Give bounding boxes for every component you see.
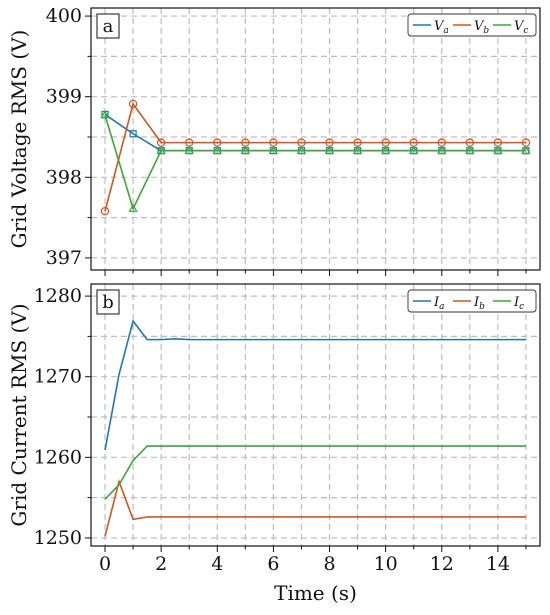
panel-tag-label: b [102, 292, 114, 313]
y-tick-label: 1280 [34, 285, 82, 307]
x-tick-label: 4 [211, 553, 223, 575]
series-line-va [105, 114, 526, 150]
y-tick-label: 397 [46, 247, 82, 269]
series-group [101, 100, 529, 214]
x-tick-label: 2 [155, 553, 167, 575]
x-tick-label: 14 [486, 553, 510, 575]
panel-a: 397 398 399 400 Grid Voltage RMS (V) a Va Vb Vc [7, 5, 540, 276]
plot-frame [91, 284, 540, 546]
series-line-ic [105, 446, 526, 499]
y-tick-label: 400 [46, 5, 82, 27]
series-line-vb [105, 104, 526, 211]
x-tick-label: 8 [323, 553, 335, 575]
x-tick-label: 0 [99, 553, 111, 575]
x-tick-label: 10 [374, 553, 398, 575]
y-tick-label: 1270 [34, 366, 82, 388]
grid [91, 284, 540, 546]
legend: Ia Ib Ic [408, 290, 536, 312]
x-axis-label: Time (s) [274, 581, 357, 605]
y-tick-label: 399 [46, 86, 82, 108]
x-tick-label: 6 [267, 553, 279, 575]
panel-tag: b [97, 290, 119, 314]
panel-tag-label: a [103, 16, 114, 37]
y-tick-label: 398 [46, 166, 82, 188]
x-tick-label: 12 [430, 553, 454, 575]
y-axis-label: Grid Current RMS (V) [7, 303, 31, 526]
series-group [105, 321, 526, 536]
series-line-ib [105, 482, 526, 537]
legend: Va Vb Vc [408, 14, 536, 36]
panel-tag: a [97, 14, 119, 38]
series-line-vc [105, 115, 526, 209]
series-line-ia [105, 321, 526, 450]
y-axis-label: Grid Voltage RMS (V) [7, 30, 31, 249]
y-tick-label: 1260 [34, 446, 82, 468]
y-tick-label: 1250 [34, 527, 82, 549]
